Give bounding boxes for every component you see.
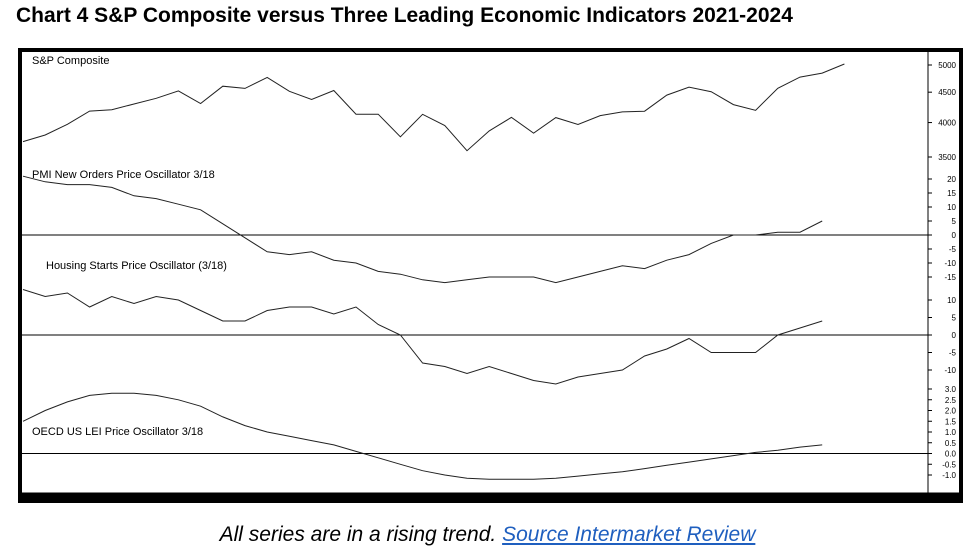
xtick-label: Jun <box>668 493 682 502</box>
sp-composite-ytick-label: 4500 <box>938 88 956 97</box>
pmi-new-orders-ytick-label: 20 <box>947 175 956 184</box>
xtick-label: 2022 <box>291 493 309 502</box>
xtick-label: Oct <box>757 493 771 502</box>
xtick-label: Nov <box>513 493 529 502</box>
oecd-us-lei-ytick-label: 1.5 <box>945 417 957 426</box>
housing-starts-ytick-label: -10 <box>944 366 956 375</box>
xtick-label: Mar <box>602 493 616 502</box>
xtick-label: Ma <box>913 493 925 502</box>
xtick-label: Oct <box>491 493 505 502</box>
pmi-new-orders-ytick-label: 5 <box>952 217 957 226</box>
xtick-label: Dec <box>802 493 817 502</box>
pmi-new-orders-title: PMI New Orders Price Oscillator 3/18 <box>32 169 215 181</box>
xtick-label: May <box>646 493 662 502</box>
xtick-label: Sep <box>469 493 484 502</box>
housing-starts-title: Housing Starts Price Oscillator (3/18) <box>46 260 227 272</box>
xtick-label: Jul <box>691 493 703 502</box>
xtick-label: May <box>380 493 396 502</box>
pmi-new-orders-ytick-label: 15 <box>947 189 956 198</box>
xtick-label: Nov <box>779 493 795 502</box>
xtick-label: Mar <box>868 493 882 502</box>
xtick-label: Dec <box>269 493 284 502</box>
oecd-us-lei-ytick-label: 2.0 <box>945 407 957 416</box>
xtick-label: Jun <box>136 493 150 502</box>
xtick-label: Sep <box>202 493 217 502</box>
xtick-label: 2024 <box>824 493 842 502</box>
caption: All series are in a rising trend. Source… <box>0 523 975 547</box>
housing-starts-line <box>22 289 823 385</box>
xtick-label: Dec <box>535 493 550 502</box>
oecd-us-lei-ytick-label: 2.5 <box>945 396 957 405</box>
oecd-us-lei-ytick-label: 3.0 <box>945 385 957 394</box>
xtick-label: Mar <box>69 493 83 502</box>
xtick-label: Feb <box>580 493 594 502</box>
xtick-label: Apr <box>91 493 105 502</box>
pmi-new-orders-ytick-label: 0 <box>952 231 957 240</box>
xtick-label: Aug <box>180 493 196 502</box>
xtick-label: Feb <box>47 493 61 502</box>
xtick-label: Aug <box>713 493 729 502</box>
xtick-label: Oct <box>224 493 238 502</box>
oecd-us-lei-ytick-label: 0.5 <box>945 439 957 448</box>
xtick-label: Jun <box>402 493 416 502</box>
oecd-us-lei-ytick-label: 1.0 <box>945 428 957 437</box>
sp-composite-ytick-label: 5000 <box>938 61 956 70</box>
pmi-new-orders-ytick-label: 10 <box>947 203 956 212</box>
xtick-label: Jul <box>424 493 436 502</box>
x-axis-ticks: 21 Feb Mar Apr May Jun Jul Aug Sep Oct Nov Dec 2022 F… <box>22 493 925 502</box>
xtick-label: Apr <box>358 493 372 502</box>
oecd-us-lei-title: OECD US LEI Price Oscillator 3/18 <box>32 426 203 438</box>
xtick-label: Sep <box>735 493 750 502</box>
housing-starts-ytick-label: -5 <box>949 349 957 358</box>
xtick-label: Aug <box>446 493 462 502</box>
xtick-label: 2023 <box>557 493 575 502</box>
xtick-label: 21 <box>25 493 34 502</box>
xtick-label: Feb <box>846 493 860 502</box>
xtick-label: Apr <box>890 493 904 502</box>
source-link[interactable]: Source Intermarket Review <box>502 523 756 546</box>
series-lines <box>22 63 845 480</box>
y-axis-ticks: 3500 4000 4500 5000 -15 -10 -5 0 5 10 15 20 -10 -5 0 5 1… <box>928 61 957 480</box>
sp-composite-ytick-label: 4000 <box>938 119 956 128</box>
xtick-label: Feb <box>313 493 327 502</box>
axis-background <box>928 52 959 493</box>
housing-starts-ytick-label: 5 <box>952 314 957 323</box>
xtick-label: Jul <box>158 493 170 502</box>
plot-background <box>22 52 928 493</box>
panel-titles: S&P Composite PMI New Orders Price Oscill… <box>32 55 227 438</box>
sp-composite-ytick-label: 3500 <box>938 153 956 162</box>
housing-starts-ytick-label: 0 <box>952 331 957 340</box>
xtick-label: Mar <box>335 493 349 502</box>
housing-starts-ytick-label: 10 <box>947 296 956 305</box>
xtick-label: Nov <box>247 493 263 502</box>
caption-text: All series are in a rising trend. <box>219 523 497 546</box>
pmi-new-orders-ytick-label: -15 <box>944 273 956 282</box>
page-title: Chart 4 S&P Composite versus Three Leadi… <box>16 4 793 27</box>
oecd-us-lei-line <box>22 392 823 480</box>
sp-composite-title: S&P Composite <box>32 55 109 67</box>
chart-canvas: 3500 4000 4500 5000 -15 -10 -5 0 5 10 15 20 -10 -5 0 5 1… <box>22 52 959 502</box>
sp-composite-line <box>22 63 845 152</box>
pmi-new-orders-ytick-label: -10 <box>944 259 956 268</box>
xtick-label: May <box>113 493 129 502</box>
oecd-us-lei-ytick-label: -0.5 <box>942 460 956 469</box>
oecd-us-lei-ytick-label: 0.0 <box>945 450 957 459</box>
pmi-new-orders-ytick-label: -5 <box>949 245 957 254</box>
xtick-label: Apr <box>624 493 638 502</box>
chart-frame: 3500 4000 4500 5000 -15 -10 -5 0 5 10 15 20 -10 -5 0 5 1… <box>18 48 963 503</box>
pmi-new-orders-line <box>22 175 823 284</box>
oecd-us-lei-ytick-label: -1.0 <box>942 471 956 480</box>
